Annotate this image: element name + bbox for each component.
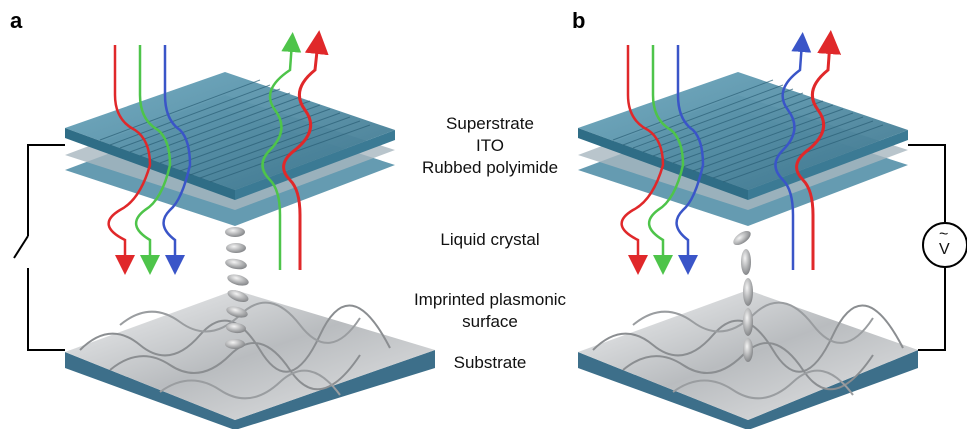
label-polyimide: Rubbed polyimide [421,158,559,177]
panel-a-incident-green [135,45,172,275]
panel-a-device [13,30,435,430]
panel-b-incident-green [648,45,685,275]
label-plasmonic-line2: surface [462,312,518,331]
panel-b-glass-stack [578,72,908,226]
label-ito: ITO [475,136,505,155]
panel-a-glass-stack [65,72,395,226]
voltage-letter: V [939,241,950,258]
label-substrate: Substrate [453,353,527,372]
label-plasmonic-line1: Imprinted plasmonic [413,290,567,309]
panel-b-incident-blue [675,45,705,275]
panel-b-liquid-crystal [733,230,753,362]
label-liquid-crystal: Liquid crystal [440,230,540,249]
label-superstrate: Superstrate [446,114,534,133]
panel-a-incident-red [107,45,152,275]
panel-b-transmitted-blue [774,32,812,270]
panel-a-transmitted-red [282,30,329,270]
panel-label-b: b [572,8,586,33]
panel-a-substrate [65,290,435,430]
panel-label-a: a [10,8,23,33]
panel-b-circuit [908,144,967,351]
panel-a-incident-blue [162,45,192,275]
panel-b-device [578,30,967,430]
panel-a-circuit-switch [13,144,65,351]
voltage-tilde: ~ [939,226,949,243]
panel-a-liquid-crystal [225,227,249,349]
panel-a-transmitted-green [261,32,302,270]
panel-b-transmitted-red [795,30,842,270]
panel-b-incident-red [620,45,665,275]
